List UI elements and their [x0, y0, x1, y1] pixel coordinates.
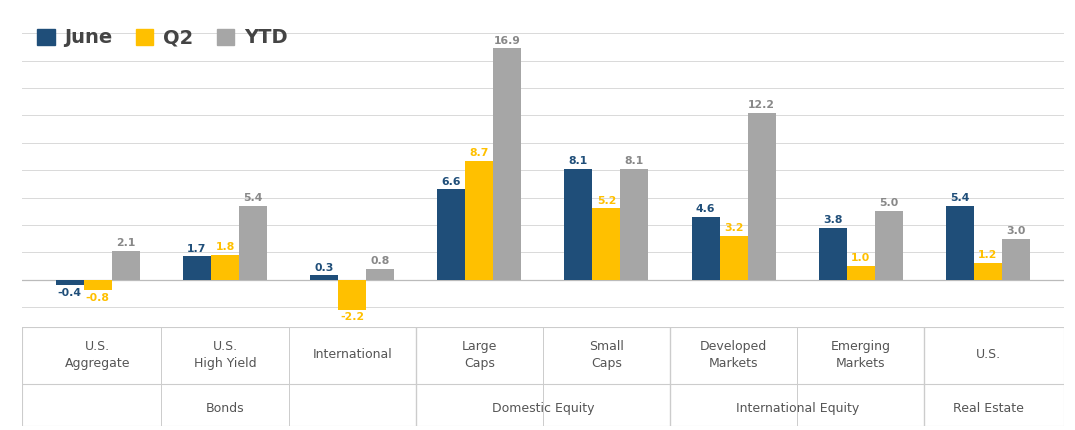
- Bar: [592, 209, 620, 280]
- Text: Domestic Equity: Domestic Equity: [491, 402, 594, 415]
- Text: 5.2: 5.2: [597, 196, 616, 206]
- Bar: [311, 276, 339, 280]
- Text: Large
Caps: Large Caps: [461, 340, 497, 370]
- Text: Real Estate: Real Estate: [952, 402, 1023, 415]
- Text: 5.0: 5.0: [879, 199, 899, 209]
- Bar: [819, 227, 847, 280]
- Bar: [974, 263, 1002, 280]
- Text: 6.6: 6.6: [442, 177, 461, 187]
- Text: 2.1: 2.1: [116, 238, 135, 248]
- Text: Small
Caps: Small Caps: [589, 340, 623, 370]
- Bar: [946, 206, 974, 280]
- Bar: [183, 256, 211, 280]
- Text: 0.3: 0.3: [315, 263, 334, 273]
- Text: 1.7: 1.7: [187, 243, 206, 254]
- Text: 5.4: 5.4: [243, 193, 262, 203]
- Bar: [747, 113, 775, 280]
- Bar: [1002, 239, 1030, 280]
- Text: 3.0: 3.0: [1006, 226, 1026, 236]
- Bar: [493, 49, 521, 280]
- Legend: June, Q2, YTD: June, Q2, YTD: [31, 23, 293, 53]
- Bar: [56, 280, 84, 285]
- Bar: [112, 251, 140, 280]
- Bar: [847, 266, 875, 280]
- Text: -2.2: -2.2: [340, 312, 364, 322]
- Bar: [875, 211, 903, 280]
- Text: U.S.
Aggregate: U.S. Aggregate: [66, 340, 130, 370]
- Bar: [438, 189, 465, 280]
- Text: 5.4: 5.4: [950, 193, 970, 203]
- Bar: [465, 160, 493, 280]
- Text: -0.8: -0.8: [86, 293, 110, 303]
- Text: -0.4: -0.4: [58, 288, 82, 298]
- Text: Emerging
Markets: Emerging Markets: [831, 340, 891, 370]
- Text: U.S.: U.S.: [975, 348, 1001, 362]
- Bar: [84, 280, 112, 291]
- Text: International Equity: International Equity: [735, 402, 859, 415]
- Text: 4.6: 4.6: [696, 204, 715, 214]
- Text: International: International: [312, 348, 392, 362]
- Bar: [564, 169, 592, 280]
- Text: 1.8: 1.8: [215, 242, 234, 252]
- Bar: [691, 217, 719, 280]
- Text: 8.1: 8.1: [625, 156, 644, 166]
- Text: 0.8: 0.8: [371, 256, 390, 266]
- Bar: [339, 280, 367, 310]
- Text: 3.8: 3.8: [823, 215, 843, 225]
- Text: 8.7: 8.7: [470, 148, 489, 158]
- Text: 16.9: 16.9: [493, 36, 520, 46]
- Text: 8.1: 8.1: [569, 156, 588, 166]
- Text: 12.2: 12.2: [748, 100, 775, 110]
- Text: Bonds: Bonds: [205, 402, 244, 415]
- Bar: [367, 269, 395, 280]
- Text: 1.0: 1.0: [851, 253, 871, 263]
- Text: 1.2: 1.2: [978, 250, 998, 261]
- Bar: [239, 206, 267, 280]
- Text: 3.2: 3.2: [723, 223, 744, 233]
- Bar: [620, 169, 648, 280]
- Text: Developed
Markets: Developed Markets: [700, 340, 768, 370]
- Bar: [719, 236, 747, 280]
- Text: U.S.
High Yield: U.S. High Yield: [194, 340, 256, 370]
- Bar: [211, 255, 239, 280]
